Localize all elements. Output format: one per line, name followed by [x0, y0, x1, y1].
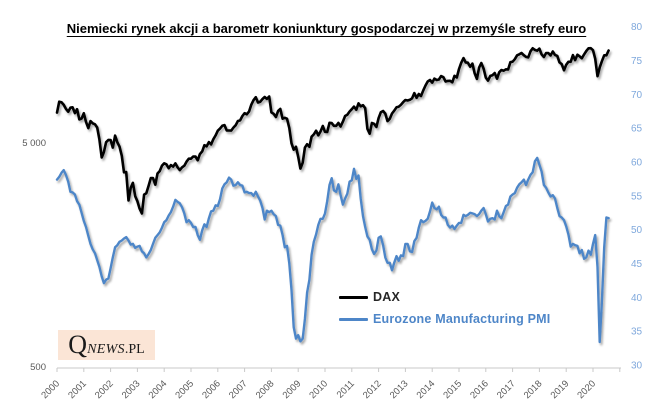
x-axis-year-label: 2011	[335, 378, 357, 400]
right-axis-label: 70	[631, 90, 643, 101]
right-axis-label: 30	[631, 361, 643, 372]
x-axis-year-label: 2016	[468, 378, 491, 401]
left-axis-label: 500	[30, 362, 46, 373]
dax-legend-label: DAX	[373, 290, 400, 304]
logo-letter-q: Q	[68, 330, 88, 359]
x-axis-year-label: 2004	[147, 378, 170, 401]
qnews-logo: Q NEWS .PL	[58, 330, 155, 360]
x-axis-year-label: 2015	[441, 378, 464, 401]
x-axis-year-label: 2020	[575, 378, 598, 401]
x-axis-year-label: 2019	[549, 378, 572, 401]
legend-item-dax: DAX	[339, 290, 400, 304]
left-axis-label: 5 000	[22, 138, 46, 149]
chart-title: Niemiecki rynek akcji a barometr koniunk…	[66, 21, 587, 36]
x-axis-year-label: 2008	[254, 378, 277, 401]
right-axis-label: 60	[631, 158, 643, 169]
logo-news-text: NEWS	[87, 342, 125, 357]
right-axis-label: 35	[631, 327, 643, 338]
x-axis-year-label: 2009	[281, 378, 304, 401]
x-axis-year-label: 2017	[495, 378, 518, 401]
right-axis-label: 55	[631, 191, 643, 202]
dax-line	[55, 46, 610, 215]
x-axis-year-label: 2018	[522, 378, 545, 401]
dax-legend-swatch	[339, 295, 368, 299]
x-axis-year-label: 2003	[120, 378, 143, 401]
right-axis-label: 65	[631, 124, 643, 135]
right-axis-label: 40	[631, 293, 643, 304]
right-axis-label: 50	[631, 225, 643, 236]
x-axis-year-label: 2013	[388, 378, 411, 401]
x-axis-year-label: 2006	[200, 378, 223, 401]
x-axis-year-label: 2012	[361, 378, 384, 401]
x-axis-year-label: 2007	[227, 378, 250, 401]
pmi-line	[55, 156, 610, 344]
logo-pl-text: .PL	[124, 342, 145, 357]
pmi-legend-swatch	[339, 317, 368, 321]
right-axis-label: 75	[631, 56, 643, 67]
right-axis-label: 45	[631, 259, 643, 270]
legend-item-pmi: Eurozone Manufacturing PMI	[339, 312, 550, 326]
pmi-legend-label: Eurozone Manufacturing PMI	[373, 312, 551, 326]
x-axis-year-label: 2002	[93, 378, 116, 401]
x-axis-year-label: 2005	[173, 378, 196, 401]
right-axis-label: 80	[631, 22, 643, 33]
x-axis-year-label: 2000	[39, 378, 62, 401]
x-axis-year-label: 2001	[66, 378, 89, 401]
x-axis-year-label: 2014	[415, 378, 438, 401]
x-axis-year-label: 2010	[307, 378, 330, 401]
